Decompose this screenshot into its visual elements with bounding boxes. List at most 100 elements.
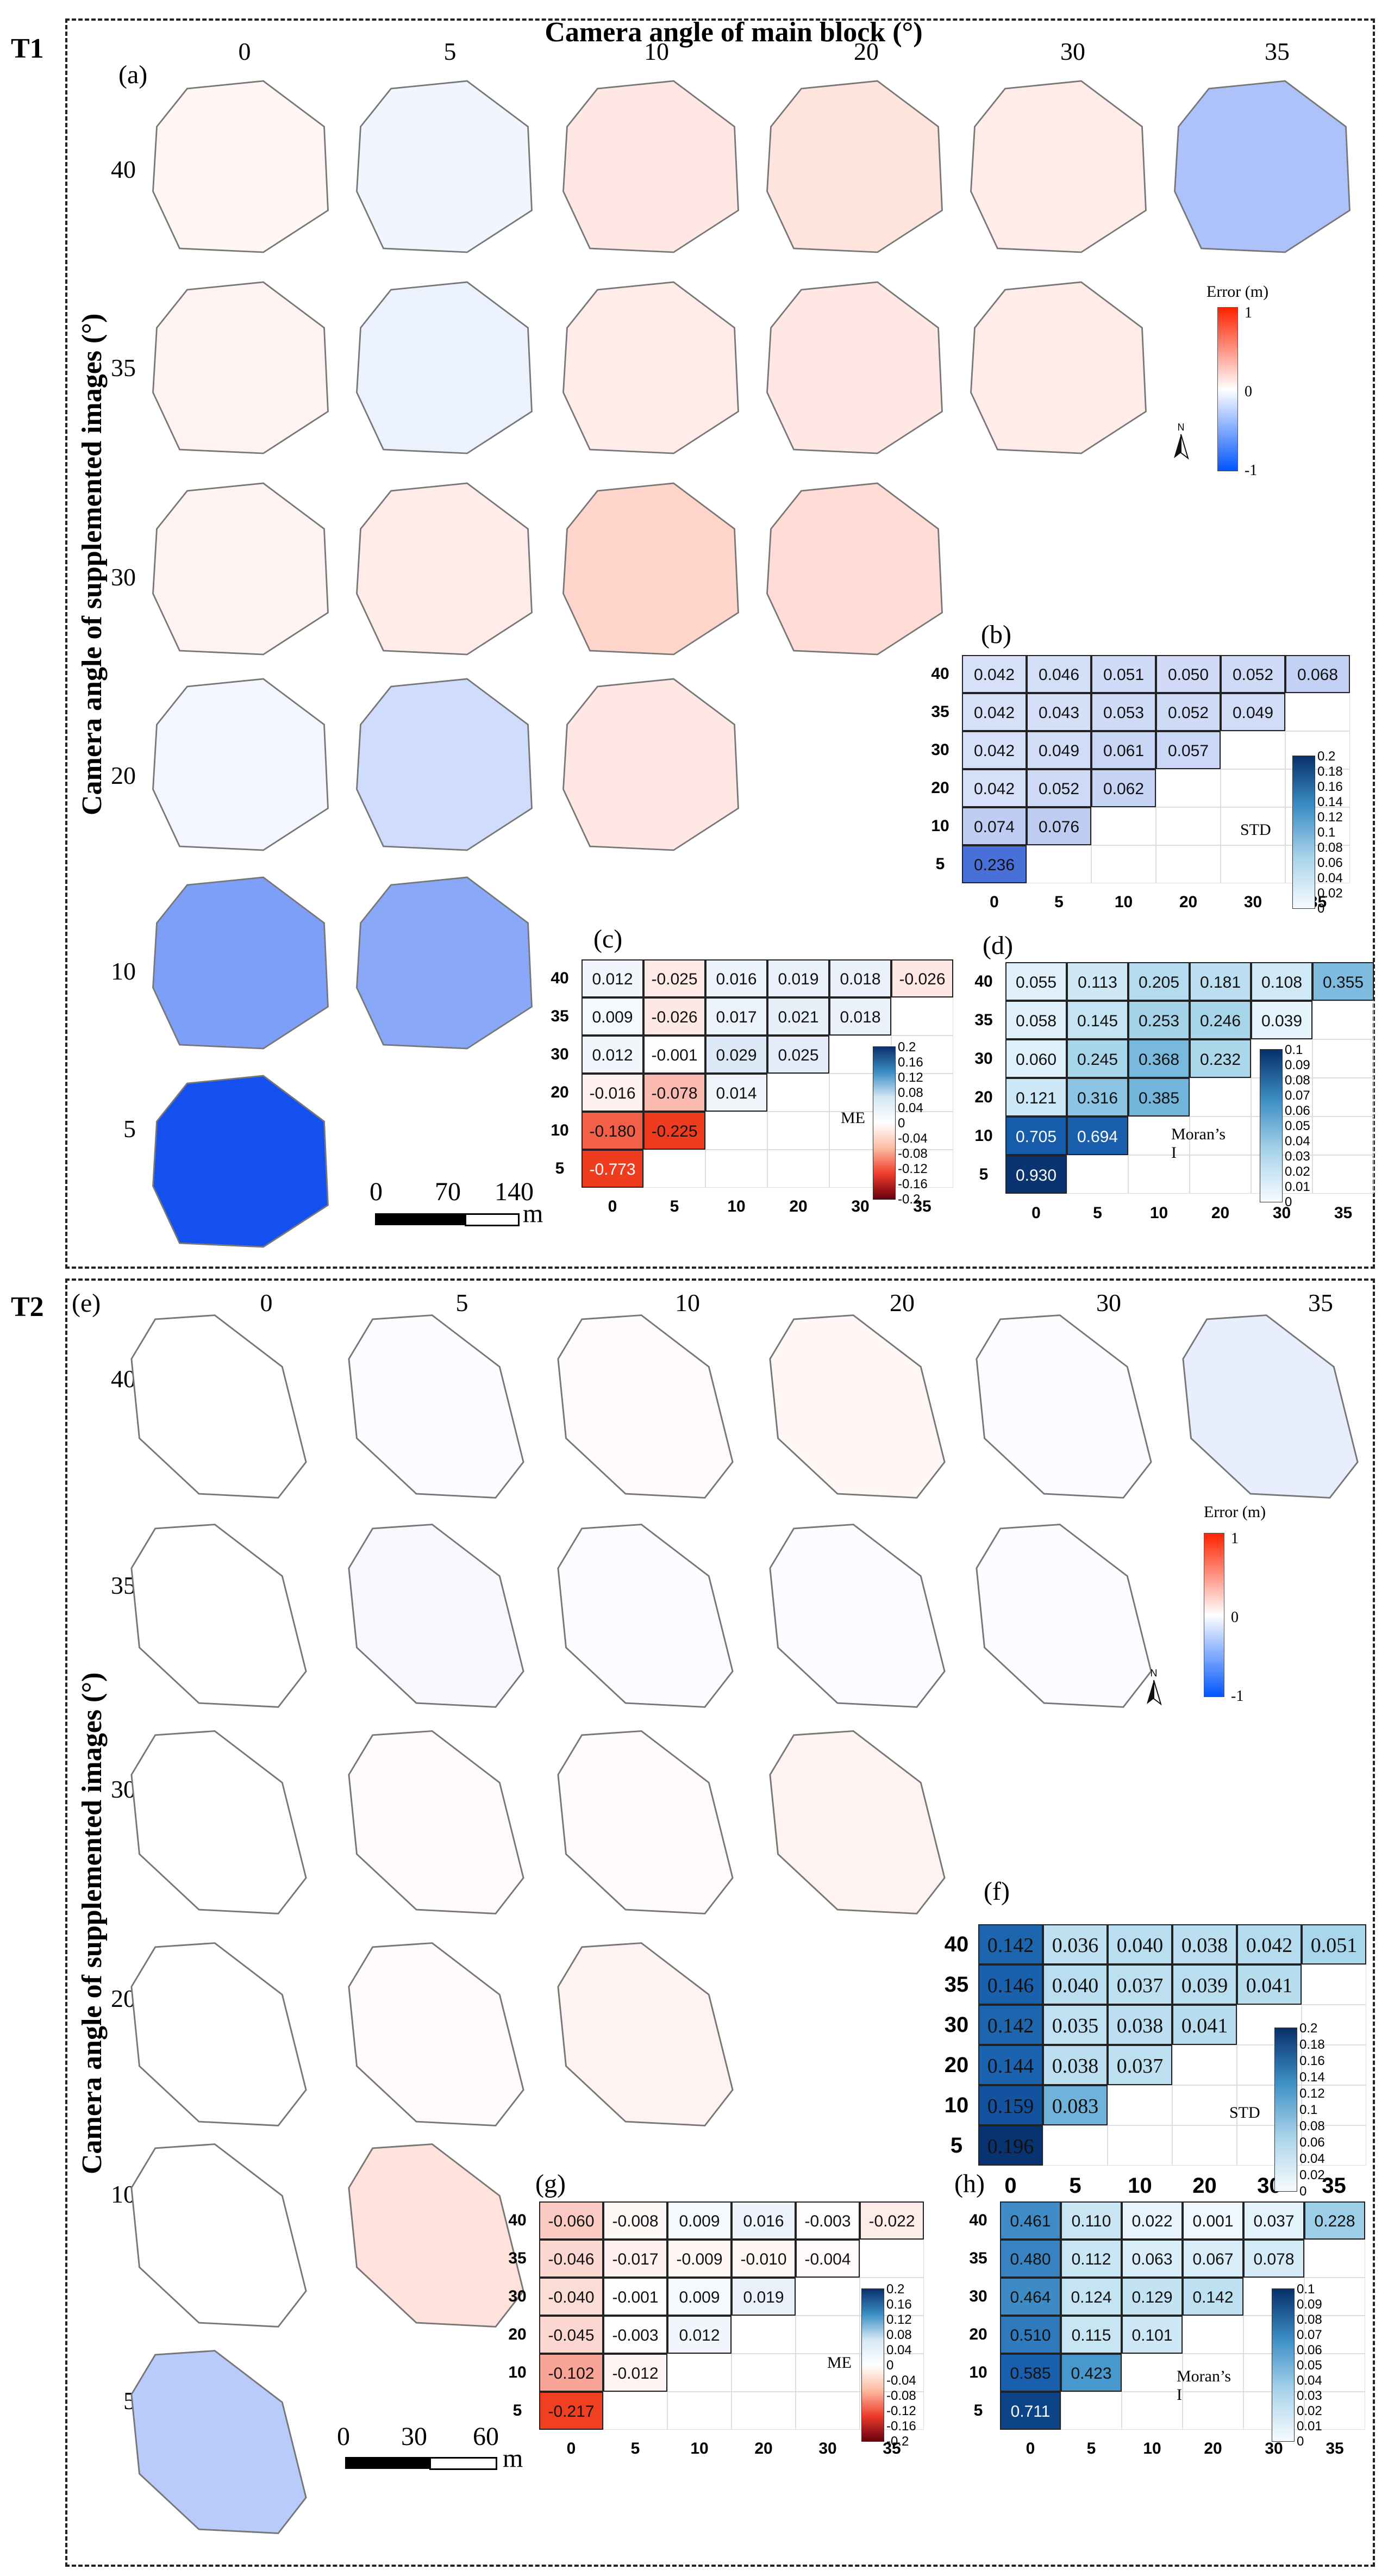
matrix-empty-cell bbox=[1183, 2316, 1243, 2354]
error-map bbox=[152, 281, 329, 454]
matrix-empty-cell bbox=[860, 2240, 924, 2278]
panel-t2 bbox=[65, 1278, 1375, 2567]
matrix-cell: 0.051 bbox=[1091, 655, 1156, 693]
matrix-empty-cell bbox=[1312, 1039, 1374, 1078]
matrix-cell: -0.180 bbox=[582, 1112, 643, 1150]
matrix-empty-cell bbox=[1172, 2085, 1237, 2125]
matrix-colorbar-tick: 0.06 bbox=[1297, 2343, 1322, 2357]
matrix-cell: 0.012 bbox=[582, 959, 643, 997]
matrix-col-label: 5 bbox=[670, 1197, 679, 1215]
matrix-cell: 0.009 bbox=[667, 2201, 731, 2240]
y-axis-title-t2: Camera angle of supplemented images (°) bbox=[77, 1672, 108, 2174]
column-header: 10 bbox=[675, 1289, 700, 1317]
t2-scale-bar bbox=[345, 2457, 497, 2470]
error-map bbox=[152, 876, 329, 1050]
panel-t2-label: T2 bbox=[11, 1292, 44, 1323]
matrix-row-label: 5 bbox=[935, 855, 945, 873]
row-header: 40 bbox=[111, 155, 136, 183]
matrix-empty-cell bbox=[796, 2354, 860, 2392]
matrix-colorbar-tick: 0.2 bbox=[1299, 2021, 1318, 2036]
matrix-row-label: 40 bbox=[551, 969, 569, 987]
matrix-empty-cell bbox=[1237, 2005, 1302, 2045]
column-header: 5 bbox=[455, 1289, 468, 1317]
panel-t1-label: T1 bbox=[11, 33, 44, 64]
matrix-col-label: 20 bbox=[754, 2440, 773, 2458]
matrix-cell: -0.217 bbox=[539, 2392, 603, 2430]
matrix-col-label: 5 bbox=[1093, 1204, 1102, 1222]
error-map bbox=[769, 1314, 946, 1499]
error-map bbox=[348, 1524, 524, 1708]
matrix-colorbar bbox=[1260, 1049, 1283, 1202]
panel-e-label: (e) bbox=[72, 1289, 101, 1318]
matrix-empty-cell bbox=[1108, 2125, 1172, 2166]
matrix-colorbar bbox=[873, 1046, 896, 1200]
matrix-metric-label: Moran’s I bbox=[1177, 2367, 1231, 2404]
matrix-colorbar-tick: 0.2 bbox=[1317, 749, 1336, 764]
matrix-empty-cell bbox=[767, 1112, 829, 1150]
matrix-cell: 0.930 bbox=[1005, 1155, 1067, 1194]
matrix-cell: 0.016 bbox=[731, 2201, 796, 2240]
matrix-cell: 0.063 bbox=[1122, 2240, 1183, 2278]
matrix-cell: 0.052 bbox=[1027, 769, 1091, 807]
column-header: 5 bbox=[443, 38, 457, 65]
matrix-cell: 0.067 bbox=[1183, 2240, 1243, 2278]
matrix-empty-cell bbox=[1190, 1078, 1251, 1117]
matrix-empty-cell bbox=[1312, 1155, 1374, 1194]
matrix-colorbar-tick: 0.16 bbox=[898, 1055, 923, 1070]
panel-f-label: (f) bbox=[984, 1877, 1010, 1906]
matrix-col-label: 20 bbox=[789, 1197, 808, 1215]
column-header: 30 bbox=[1060, 38, 1085, 65]
matrix-cell: -0.026 bbox=[643, 997, 705, 1036]
matrix-cell: 0.050 bbox=[1156, 655, 1221, 693]
error-map bbox=[769, 1730, 946, 1914]
matrix-cell: 0.078 bbox=[1243, 2240, 1304, 2278]
error-map bbox=[562, 80, 739, 253]
matrix-row-label: 10 bbox=[969, 2363, 987, 2381]
matrix-col-label: 30 bbox=[1272, 1204, 1291, 1222]
matrix-cell: 0.022 bbox=[1122, 2201, 1183, 2240]
t2-error-colorbar-title: Error (m) bbox=[1204, 1503, 1266, 1521]
matrix-row-label: 30 bbox=[551, 1045, 569, 1063]
matrix-empty-cell bbox=[860, 2278, 924, 2316]
matrix-colorbar-tick: 0.08 bbox=[886, 2328, 912, 2342]
matrix-empty-cell bbox=[1302, 2085, 1366, 2125]
main-title: Camera angle of main block (°) bbox=[545, 17, 923, 48]
matrix-colorbar bbox=[1272, 2288, 1295, 2442]
matrix-empty-cell bbox=[1285, 731, 1350, 769]
t1-error-colorbar-title: Error (m) bbox=[1206, 283, 1269, 301]
matrix-empty-cell bbox=[891, 997, 953, 1036]
column-header: 30 bbox=[1096, 1289, 1121, 1317]
matrix-colorbar-tick: 0.18 bbox=[1317, 764, 1343, 779]
matrix-empty-cell bbox=[1302, 2125, 1366, 2166]
matrix-cell: 0.039 bbox=[1251, 1001, 1312, 1039]
column-header: 10 bbox=[644, 38, 669, 65]
matrix-col-label: 35 bbox=[913, 1197, 931, 1215]
matrix-empty-cell bbox=[731, 2354, 796, 2392]
matrix-colorbar-tick: 0.03 bbox=[1285, 1149, 1310, 1164]
matrix-row-label: 5 bbox=[512, 2402, 522, 2419]
matrix-cell: 0.461 bbox=[1000, 2201, 1061, 2240]
matrix-cell: 0.025 bbox=[767, 1036, 829, 1074]
matrix-col-label: 0 bbox=[566, 2440, 576, 2458]
matrix-cell: 0.124 bbox=[1061, 2278, 1122, 2316]
matrix-cell: 0.159 bbox=[978, 2085, 1043, 2125]
matrix-cell: -0.025 bbox=[643, 959, 705, 997]
matrix-col-label: 0 bbox=[1031, 1204, 1041, 1222]
matrix-col-label: 30 bbox=[1265, 2440, 1283, 2458]
matrix-cell: 0.052 bbox=[1221, 655, 1285, 693]
matrix-cell: 0.052 bbox=[1156, 693, 1221, 731]
matrix-colorbar-tick: 0.04 bbox=[1285, 1134, 1310, 1149]
matrix-cell: 0.196 bbox=[978, 2125, 1043, 2166]
matrix-cell: -0.016 bbox=[582, 1074, 643, 1112]
matrix-colorbar-tick: 0.06 bbox=[1317, 856, 1343, 870]
matrix-empty-cell bbox=[731, 2392, 796, 2430]
matrix-colorbar-tick: -0.16 bbox=[886, 2419, 916, 2434]
matrix-cell: 0.043 bbox=[1027, 693, 1091, 731]
matrix-cell: 0.035 bbox=[1043, 2005, 1108, 2045]
matrix-colorbar-tick: -0.04 bbox=[898, 1131, 928, 1146]
matrix-colorbar-tick: 0.04 bbox=[886, 2343, 912, 2357]
matrix-colorbar-tick: 0.07 bbox=[1285, 1088, 1310, 1103]
matrix-empty-cell bbox=[1237, 2045, 1302, 2085]
matrix-cell: 0.694 bbox=[1067, 1117, 1128, 1155]
column-header: 35 bbox=[1308, 1289, 1333, 1317]
